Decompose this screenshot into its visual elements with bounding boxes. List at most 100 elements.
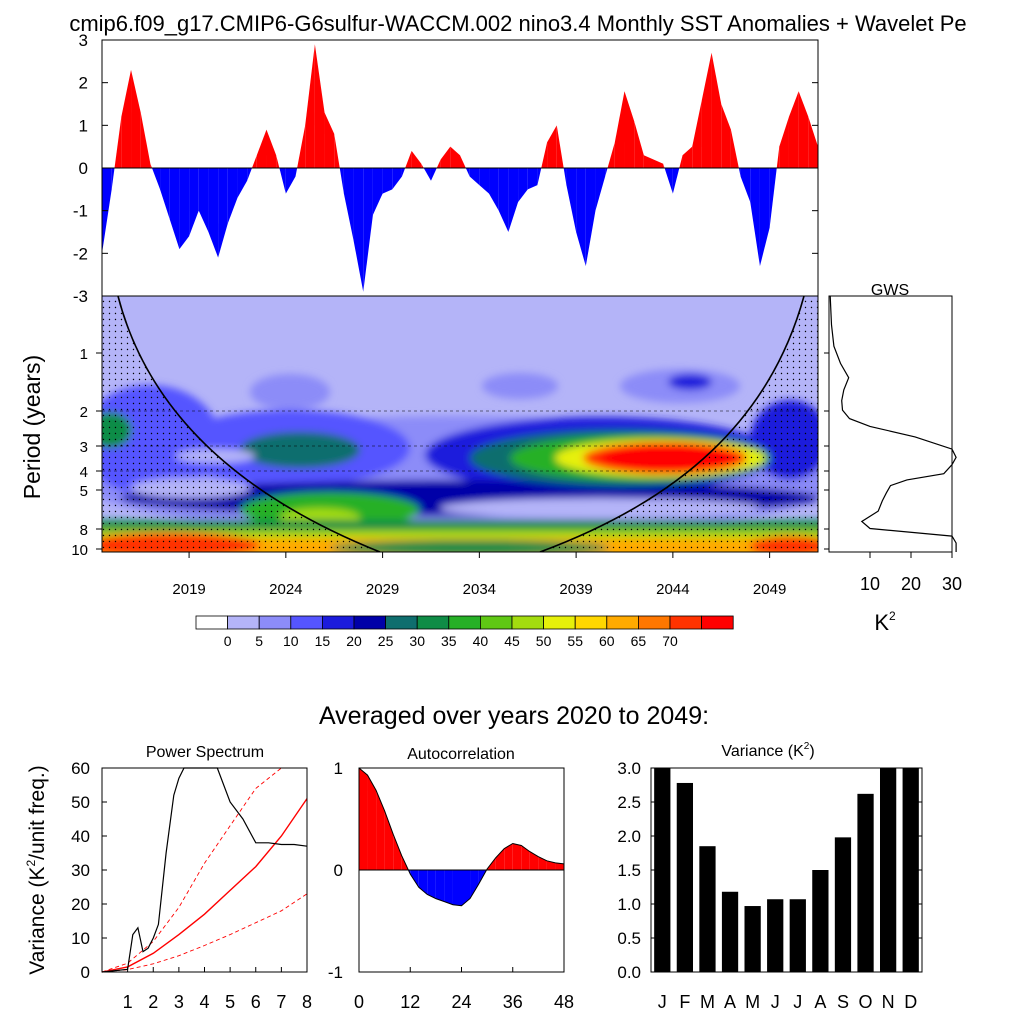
- month-label: N: [882, 992, 895, 1012]
- variance-axes: J F M A M J J A S O N D3.02.52.01.51.00.50.0: [617, 759, 922, 1012]
- colorbar-swatch: [606, 615, 639, 630]
- autocorr-segment: [410, 870, 419, 888]
- autocorr-segment: [521, 845, 530, 870]
- anomaly-segment: [372, 168, 383, 215]
- anomaly-segment: [798, 91, 809, 168]
- autocorr-segment: [376, 790, 385, 870]
- variance-bar: [812, 870, 829, 972]
- power-spectrum-axes: 1 2 3 4 5 6 7 8 0 10 20 30 40 50 60: [71, 759, 312, 1012]
- anomaly-segment: [121, 69, 132, 168]
- anomaly-segment: [114, 116, 122, 168]
- anomaly-segment: [498, 168, 509, 232]
- cone-of-influence-left: [117, 296, 381, 552]
- anomaly-segment: [721, 104, 731, 168]
- variance-bar: [699, 846, 716, 972]
- ytick-label: 0.5: [617, 929, 641, 948]
- colorbar-tick-label: 70: [662, 633, 678, 649]
- cone-of-influence-hatch: [102, 296, 380, 552]
- wavelet-field: [102, 296, 818, 552]
- anomaly-segment: [334, 133, 340, 168]
- month-label: J: [771, 992, 780, 1012]
- anomaly-segment: [266, 129, 277, 168]
- colorbar-tick-label: 40: [473, 633, 489, 649]
- xtick-label: 2019: [172, 581, 205, 598]
- power-spectrum-title: Power Spectrum: [146, 744, 264, 761]
- gws-marks: [829, 295, 957, 552]
- anomaly-segment: [423, 168, 431, 181]
- anomaly-segment: [547, 125, 557, 168]
- month-label: M: [745, 992, 760, 1012]
- month-label: O: [859, 992, 873, 1012]
- power-spectrum-line: [101, 767, 308, 973]
- anomaly-segment: [541, 142, 548, 168]
- ytick-label: 2: [80, 404, 88, 421]
- colorbar-swatch: [416, 615, 450, 630]
- colorbar-swatch: [227, 615, 260, 630]
- anomaly-segment: [405, 150, 412, 168]
- colorbar-swatch: [258, 615, 292, 630]
- anomaly-segment: [479, 168, 490, 194]
- autocorr-segment: [384, 810, 394, 870]
- xtick-label: 2049: [753, 581, 786, 598]
- anomaly-segment: [111, 168, 115, 190]
- anomaly-segment: [227, 168, 238, 224]
- xtick-label: 2024: [269, 581, 302, 598]
- anomaly-segment: [411, 150, 422, 168]
- ytick-label: 10: [71, 929, 90, 948]
- anomaly-segment: [276, 155, 280, 168]
- xtick-label: 4: [199, 992, 209, 1012]
- wavelet-blob: [330, 540, 610, 552]
- xtick-label: 36: [503, 992, 523, 1012]
- ytick-label: 3: [80, 439, 88, 456]
- anomaly-segment: [672, 168, 680, 194]
- anomaly-segment: [343, 168, 354, 241]
- colorbar-tick-label: 45: [504, 633, 520, 649]
- ytick-label: 2.0: [617, 827, 641, 846]
- power-spectrum-frame: [101, 767, 308, 973]
- colorbar-tick-label: 25: [378, 633, 394, 649]
- anomaly-segment: [198, 168, 209, 232]
- anomaly-segment: [679, 155, 683, 168]
- anomaly-segment: [363, 168, 373, 292]
- gws-frame: [828, 295, 953, 553]
- anomaly-segment: [614, 91, 625, 168]
- month-label: M: [700, 992, 715, 1012]
- colorbar-tick-label: 10: [283, 633, 299, 649]
- colorbar-swatch: [290, 615, 323, 630]
- anomaly-segment: [563, 168, 567, 186]
- colorbar-tick-label: 0: [224, 633, 232, 649]
- averaged-subtitle: Averaged over years 2020 to 2049:: [319, 702, 709, 730]
- ytick-label: -3: [73, 287, 88, 306]
- xtick-label: 20: [901, 574, 921, 594]
- month-label: J: [658, 992, 667, 1012]
- anomaly-segment: [576, 168, 586, 267]
- ytick-label: 1.5: [617, 861, 641, 880]
- anomaly-segment: [776, 146, 780, 168]
- colorbar-tick-label: 55: [567, 633, 583, 649]
- xtick-label: 12: [400, 992, 420, 1012]
- xtick-label: 2039: [559, 581, 592, 598]
- anomaly-segment: [469, 168, 480, 186]
- month-label: S: [837, 992, 849, 1012]
- wavelet-blob: [482, 373, 558, 399]
- ytick-label: 1: [80, 346, 88, 363]
- variance-title-sup: 2: [804, 741, 810, 752]
- variance-bar: [676, 782, 694, 972]
- anomaly-segment: [730, 129, 739, 168]
- ytick-label: 40: [71, 827, 90, 846]
- colorbar-tick-label: 50: [536, 633, 552, 649]
- gws-xlabel: K2: [874, 609, 896, 635]
- ytick-label: 0.0: [617, 963, 641, 982]
- colorbar-tick-label: 65: [631, 633, 647, 649]
- colorbar-tick-label: 5: [255, 633, 263, 649]
- ytick-label: 0: [334, 861, 343, 880]
- autocorrelation-axes: 0 12 24 36 48 1 0 -1: [328, 759, 574, 1012]
- anomaly-segment: [297, 125, 306, 168]
- anomaly-segment: [305, 44, 315, 169]
- colorbar-tick-label: 15: [315, 633, 331, 649]
- ytick-label: 20: [71, 895, 90, 914]
- anomaly-segment: [251, 155, 257, 168]
- variance-bar: [767, 899, 784, 972]
- anomaly-segment: [314, 44, 325, 169]
